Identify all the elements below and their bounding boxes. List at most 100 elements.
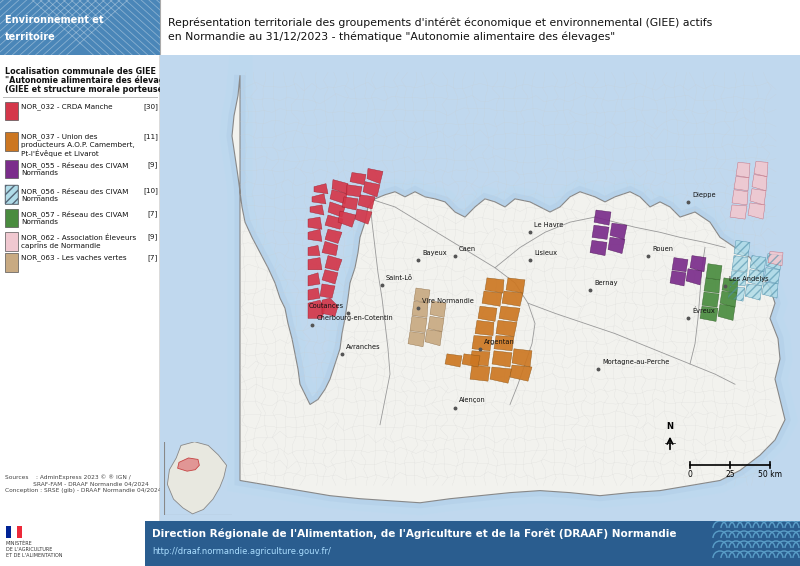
Text: Localisation communale des GIEE: Localisation communale des GIEE [5,67,156,76]
Polygon shape [752,174,767,191]
Polygon shape [690,256,706,272]
Text: 0: 0 [687,470,693,479]
Polygon shape [475,320,494,336]
Polygon shape [342,197,358,210]
Polygon shape [462,354,480,367]
Polygon shape [412,301,428,318]
Polygon shape [445,354,462,367]
Polygon shape [346,185,362,197]
Bar [0,0,160,55]
Text: Vire Normandie: Vire Normandie [422,298,474,304]
Text: Direction Régionale de l'Alimentation, de l'Agriculture et de la Forêt (DRAAF) N: Direction Régionale de l'Alimentation, d… [152,529,677,539]
Polygon shape [350,173,366,185]
Polygon shape [322,270,338,284]
Polygon shape [748,203,765,219]
Polygon shape [338,211,356,227]
Text: Rouen: Rouen [652,246,673,251]
Text: NOR_063 - Les vaches vertes: NOR_063 - Les vaches vertes [21,255,126,261]
Polygon shape [750,188,766,205]
Polygon shape [706,264,722,280]
Polygon shape [745,284,762,300]
Polygon shape [734,177,749,191]
Polygon shape [308,288,320,300]
Polygon shape [720,291,737,307]
Polygon shape [730,205,747,219]
Polygon shape [308,229,322,242]
Text: Les Andelys: Les Andelys [729,276,769,282]
Polygon shape [610,223,627,239]
Bar [5,253,18,272]
Polygon shape [722,278,738,293]
Polygon shape [363,182,380,197]
Polygon shape [506,278,525,293]
Bar [5,132,18,151]
Polygon shape [608,237,625,254]
Polygon shape [730,271,747,286]
Text: 25: 25 [725,470,735,479]
Polygon shape [702,292,719,307]
Text: NOR_037 - Union des
producteurs A.O.P. Camembert,
Pt-l'Évêque et Livarot: NOR_037 - Union des producteurs A.O.P. C… [21,133,134,157]
Polygon shape [492,351,512,367]
Polygon shape [485,278,504,293]
Text: Avranches: Avranches [346,344,381,350]
Polygon shape [748,270,764,286]
Text: Saint-Lô: Saint-Lô [386,275,413,281]
Polygon shape [367,169,383,183]
Polygon shape [308,273,320,286]
Polygon shape [478,306,497,321]
Text: Caen: Caen [459,246,476,251]
Polygon shape [428,316,444,332]
Polygon shape [325,256,342,271]
Polygon shape [325,229,342,243]
Text: Lisieux: Lisieux [534,250,557,256]
Text: (GIEE et structure morale porteuse): (GIEE et structure morale porteuse) [5,85,167,95]
Polygon shape [425,329,442,346]
Polygon shape [736,162,750,178]
Text: [11]: [11] [143,133,158,140]
Text: "Autonomie alimentaire des élevages": "Autonomie alimentaire des élevages" [5,76,179,85]
Polygon shape [512,349,532,367]
Polygon shape [592,225,609,239]
Text: Représentation territoriale des groupements d'intérêt économique et environnemen: Représentation territoriale des groupeme… [168,17,712,42]
Text: MINISTÈRE
DE L'AGRICULTURE
ET DE L'ALIMENTATION: MINISTÈRE DE L'AGRICULTURE ET DE L'ALIME… [6,541,62,559]
Polygon shape [754,161,768,177]
Polygon shape [494,336,514,351]
Polygon shape [330,190,347,204]
Polygon shape [502,291,523,306]
Polygon shape [430,301,446,318]
Polygon shape [320,284,335,298]
Polygon shape [762,282,778,298]
Text: Mortagne-au-Perche: Mortagne-au-Perche [602,359,670,365]
Text: NOR_032 - CRDA Manche: NOR_032 - CRDA Manche [21,103,113,110]
Polygon shape [178,458,199,471]
Text: http://draaf.normandie.agriculture.gouv.fr/: http://draaf.normandie.agriculture.gouv.… [152,547,331,556]
Text: Le Havre: Le Havre [534,222,563,228]
Text: Sources    : AdminExpress 2023 © ® IGN /
               SRAF-FAM - DRAAF Normand: Sources : AdminExpress 2023 © ® IGN / SR… [5,474,162,493]
Text: Évreux: Évreux [692,308,714,314]
Text: NOR_055 - Réseau des CIVAM
Normands: NOR_055 - Réseau des CIVAM Normands [21,161,128,177]
Polygon shape [750,256,766,272]
Polygon shape [470,351,490,366]
Polygon shape [308,258,322,270]
Polygon shape [308,300,325,319]
Text: 50 km: 50 km [758,470,782,479]
Polygon shape [312,194,326,204]
Polygon shape [704,278,720,293]
Bar [6,526,11,538]
Text: NOR_056 - Réseau des CIVAM
Normands: NOR_056 - Réseau des CIVAM Normands [21,187,128,202]
Polygon shape [732,190,748,205]
Bar [145,521,800,566]
Text: [30]: [30] [143,103,158,110]
Polygon shape [718,304,735,320]
Text: [10]: [10] [143,187,158,194]
Text: [7]: [7] [148,255,158,261]
Text: Environnement et: Environnement et [5,15,103,25]
Text: Bernay: Bernay [594,280,618,286]
Polygon shape [510,365,532,381]
Bar [5,102,18,120]
Polygon shape [325,215,343,229]
Text: [9]: [9] [148,161,158,168]
Bar [11,526,17,538]
Polygon shape [470,365,490,381]
Polygon shape [414,288,430,303]
